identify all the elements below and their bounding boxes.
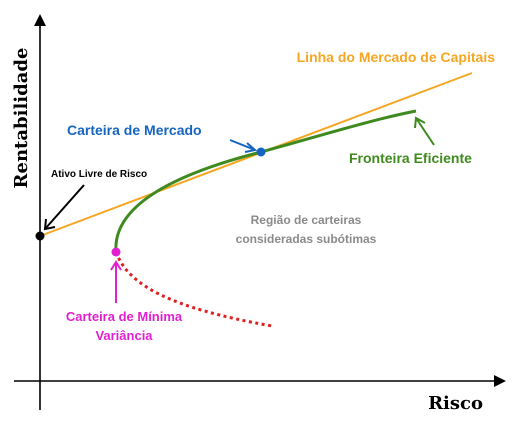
x-axis-arrowhead: [494, 375, 506, 387]
market-portfolio-label: Carteira de Mercado: [67, 122, 202, 138]
risk-free-arrow: [43, 184, 85, 231]
min-variance-arrow: [110, 260, 122, 303]
efficient-frontier-label: Fronteira Eficiente: [349, 150, 472, 166]
y-axis-arrowhead: [34, 14, 46, 26]
y-axis-label: Rentabilidade: [11, 48, 32, 189]
min-variance-point: [111, 247, 121, 257]
suboptimal-region-label-line2: consideradas subótimas: [236, 232, 377, 246]
efficient-frontier-arrow: [414, 116, 435, 146]
min-variance-label-line1: Carteira de Mínima: [66, 309, 183, 324]
risk-free-point: [35, 231, 45, 241]
market-portfolio-point: [256, 147, 266, 157]
cml-label: Linha do Mercado de Capitais: [297, 49, 496, 65]
suboptimal-region-label-line1: Região de carteiras: [251, 213, 362, 227]
risk-free-label: Ativo Livre de Risco: [51, 169, 147, 180]
market-portfolio-arrow: [229, 139, 258, 153]
min-variance-label-line2: Variância: [95, 328, 153, 343]
inefficient-frontier-curve: [114, 251, 273, 328]
x-axis-label: Risco: [428, 393, 483, 414]
